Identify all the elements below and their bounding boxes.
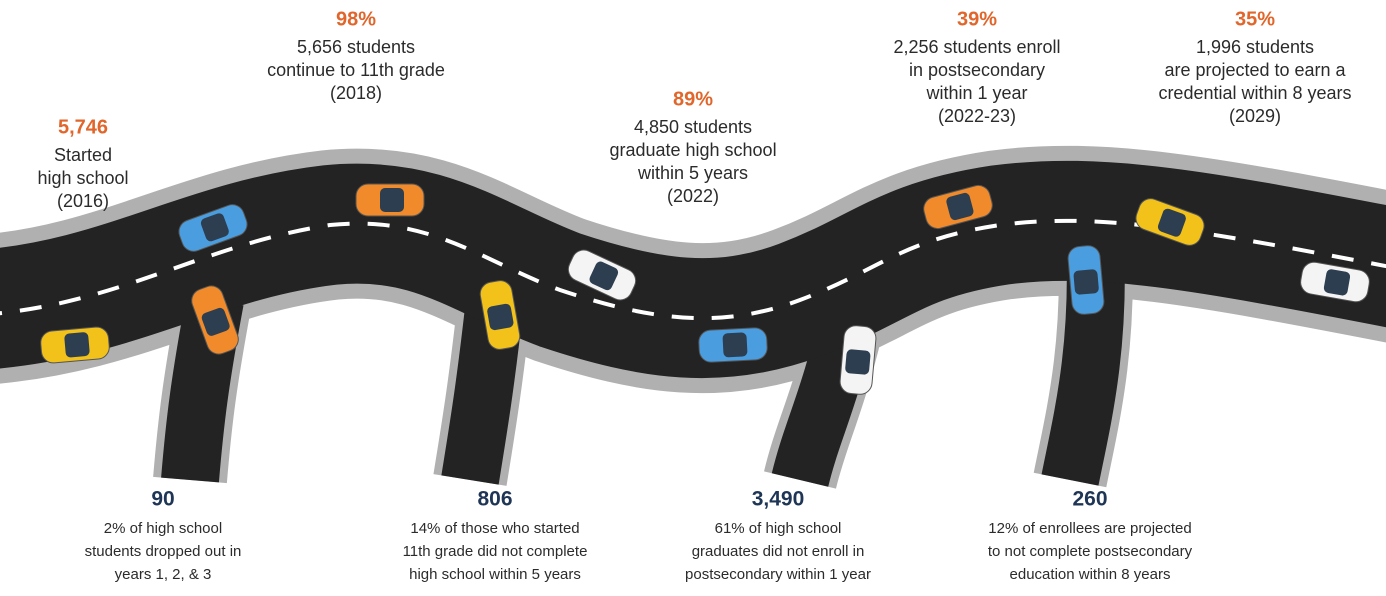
car-window (1073, 269, 1099, 295)
car (698, 327, 768, 363)
milestone-text: (2029) (1229, 106, 1281, 126)
car-window (200, 213, 229, 242)
labels: 5,746 Started high school (2016) 98% 5,656 st… (37, 8, 1351, 583)
milestone-text: in postsecondary (909, 60, 1045, 80)
milestone-stat: 35% (1235, 8, 1275, 30)
car (1135, 198, 1205, 246)
exit-text: graduates did not enroll in (692, 543, 865, 560)
milestone-text: graduate high school (609, 140, 776, 160)
milestone-text: within 5 years (637, 163, 748, 183)
exit-stat: 90 (151, 488, 174, 511)
car-window (589, 261, 619, 291)
milestone-text: 2,256 students enroll (893, 37, 1060, 57)
exit-text: postsecondary within 1 year (685, 566, 871, 583)
car (1300, 261, 1370, 303)
exit-text: high school within 5 years (409, 566, 581, 583)
exit-text: students dropped out in (85, 543, 242, 560)
car-window (1323, 269, 1351, 296)
milestone-stat: 98% (336, 8, 376, 30)
milestone-stat: 39% (957, 8, 997, 30)
car-window (845, 349, 871, 375)
car (191, 285, 239, 355)
milestone-text: (2016) (57, 191, 109, 211)
car-window (487, 303, 514, 331)
milestone-text: (2022) (667, 186, 719, 206)
milestone-text: (2018) (330, 83, 382, 103)
exit-text: to not complete postsecondary (988, 543, 1193, 560)
car (567, 249, 637, 301)
road (0, 145, 1386, 490)
cars (40, 183, 1370, 395)
car (839, 325, 877, 395)
car-window (64, 332, 90, 358)
car-window (946, 192, 974, 221)
car (40, 326, 110, 364)
milestone-stat: 89% (673, 88, 713, 110)
exit-stat: 3,490 (752, 488, 805, 511)
car (1067, 245, 1105, 315)
milestone-text: Started (54, 145, 112, 165)
exit-text: 14% of those who started (410, 520, 579, 537)
car-window (1157, 208, 1186, 237)
exit-text: 12% of enrollees are projected (988, 520, 1191, 537)
exit-stat: 260 (1072, 488, 1107, 511)
milestone-stat: 5,746 (58, 116, 108, 138)
milestone-text: within 1 year (925, 83, 1027, 103)
car-window (380, 188, 404, 212)
exit-text: years 1, 2, & 3 (115, 566, 212, 583)
milestone-text: (2022-23) (938, 106, 1016, 126)
milestone-text: 4,850 students (634, 117, 752, 137)
exit-text: 11th grade did not complete (403, 543, 588, 560)
lane-line (0, 218, 1386, 321)
car (355, 183, 425, 217)
milestone-text: continue to 11th grade (267, 60, 445, 80)
car-window (722, 332, 748, 358)
milestone-text: 5,656 students (297, 37, 415, 57)
car-window (201, 307, 230, 336)
car (479, 280, 521, 350)
exit-stat: 806 (477, 488, 512, 511)
milestone-text: high school (37, 168, 128, 188)
exit-text: education within 8 years (1010, 566, 1171, 583)
milestone-text: are projected to earn a (1164, 60, 1346, 80)
milestone-text: credential within 8 years (1158, 83, 1351, 103)
exit-text: 2% of high school (104, 520, 222, 537)
car (923, 184, 993, 230)
exit-text: 61% of high school (715, 520, 842, 537)
milestone-text: 1,996 students (1196, 37, 1314, 57)
car (178, 204, 248, 252)
